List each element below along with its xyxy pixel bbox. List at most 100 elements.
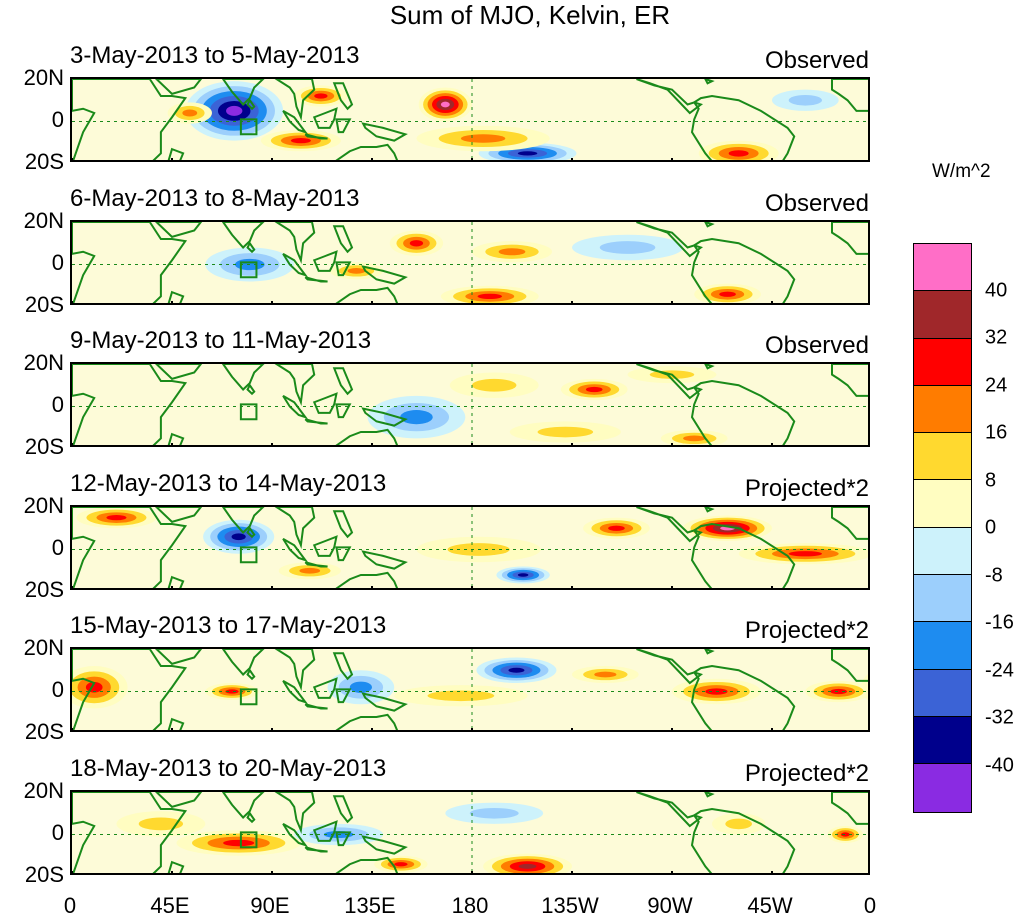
coastline [154,649,203,665]
anomaly-contour [347,268,366,274]
coastline [335,403,352,419]
anomaly-contour [460,134,506,143]
coastline [636,364,704,400]
coastline [72,364,188,445]
reference-box [239,831,258,849]
coastline [221,507,265,534]
coastline [636,507,704,543]
longitude-tick-label: 45W [747,893,793,918]
anomaly-contour [231,533,246,541]
coastline [704,222,715,228]
colorbar-tick-label: 16 [985,421,1008,444]
coastline [282,538,309,563]
longitude-tick-label: 135W [541,893,599,918]
panel-status-label: Projected*2 [744,617,869,644]
coastline [72,792,188,873]
coastline [636,649,704,685]
coastline [361,550,408,570]
anomaly-contour [106,514,127,521]
panel-date-range: 18-May-2013 to 20-May-2013 [70,755,387,782]
colorbar-tick-label: -8 [985,564,1003,586]
anomaly-contour [518,863,537,869]
latitude-tick-label: 20S [24,434,64,459]
coastline [312,820,338,842]
colorbar-segment [914,291,971,339]
coastline [831,649,868,682]
coastline [221,364,265,391]
latitude-tick-label: 20N [23,493,64,518]
panel-status-label: Projected*2 [744,475,869,502]
coastline [636,79,704,115]
panel-date-range: 3-May-2013 to 5-May-2013 [70,42,360,69]
coastline [335,713,399,730]
longitude-tick-label: 45E [150,893,190,918]
anomaly-contour [517,573,529,577]
latitude-tick-label: 0 [51,677,64,702]
anomaly-contour [225,689,239,694]
colorbar-segment [914,433,971,481]
anomaly-contour [427,690,495,702]
figure-title: Sum of MJO, Kelvin, ER [389,0,671,30]
coastline [312,677,338,699]
latitude-tick-label: 20N [23,778,64,803]
coastline [221,649,265,676]
anomaly-contour [830,688,848,695]
coastline [282,110,309,135]
reference-box [239,403,258,421]
coastline [831,364,868,397]
anomaly-map [70,647,870,732]
reference-box [239,261,258,279]
longitude-tick-label: 0 [863,893,877,918]
coastline [274,649,316,692]
anomaly-contour [223,839,255,847]
latitude-tick-label: 0 [51,107,64,132]
coastline [361,692,408,712]
anomaly-contour [594,671,617,678]
latitude-tick-label: 20S [24,292,64,317]
colorbar-segment [914,716,971,765]
anomaly-contour [182,109,198,117]
coastline [690,664,796,730]
latitude-tick-label: 20S [24,577,64,602]
coastline [636,792,704,828]
coastline [312,392,338,414]
anomaly-contour [608,525,625,531]
coastline [690,807,796,873]
coastline [335,546,352,562]
coastline [221,792,265,819]
panel-status-label: Observed [764,47,869,74]
colorbar-units: W/m^2 [932,161,991,182]
colorbar-segment [914,527,971,576]
map-plot [72,507,868,588]
coastline [72,79,188,160]
anomaly-contour [394,862,408,867]
coastline [246,241,256,254]
coastline [312,107,338,129]
coastline [335,118,352,134]
anomaly-contour [138,817,184,831]
coastline [282,680,309,705]
anomaly-contour [537,426,594,438]
colorbar-tick-label: 24 [985,374,1008,396]
colorbar-segment [914,480,971,528]
panel-status-label: Projected*2 [744,760,869,787]
coastline [335,571,399,588]
longitude-tick-label: 0 [63,893,77,918]
anomaly-contour [508,667,525,673]
coastline [361,265,408,285]
anomaly-map [70,362,870,447]
coastline [690,379,796,445]
anomaly-contour [349,681,372,693]
anomaly-map [70,77,870,162]
coastline [246,811,256,824]
colorbar-tick-label: 40 [985,279,1008,301]
coastline [274,507,316,550]
coastline [332,82,354,111]
coastline [704,792,715,798]
coastline [361,122,408,142]
panel-status-label: Observed [764,190,869,217]
coastline [335,143,399,160]
anomaly-contour [840,832,850,837]
coastline [246,668,256,681]
anomaly-contour [290,137,311,144]
